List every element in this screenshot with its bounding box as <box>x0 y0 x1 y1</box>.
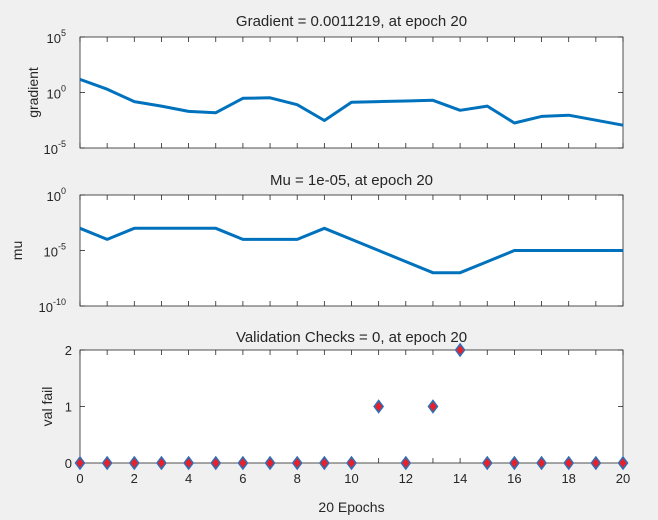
mu-series <box>79 226 623 275</box>
gradient-title: Gradient = 0.0011219, at epoch 20 <box>236 13 467 30</box>
x-tick-label: 14 <box>453 471 467 486</box>
data-point <box>210 455 222 471</box>
mu-ylabel: mu <box>9 241 25 260</box>
y-tick-label: 105 <box>47 28 66 46</box>
gradient-ylabel: gradient <box>25 67 41 118</box>
data-point <box>101 455 113 471</box>
mu-panel: Mu = 1e-05, at epoch 20 mu 10-10 10-5 100 <box>9 172 624 315</box>
x-tick-label: 18 <box>561 471 575 486</box>
data-point <box>74 455 86 471</box>
x-tick-label: 10 <box>344 471 358 486</box>
data-point <box>346 455 357 471</box>
gradient-series <box>79 77 624 127</box>
data-point <box>264 455 276 471</box>
gradient-panel: Gradient = 0.0011219, at epoch 20 gradie… <box>25 13 624 157</box>
val-xlabel: 20 Epochs <box>318 499 384 515</box>
data-point <box>617 455 629 471</box>
data-point <box>590 455 602 471</box>
val-series <box>74 342 629 471</box>
y-tick-label: 10-5 <box>44 139 66 157</box>
data-point <box>128 455 140 471</box>
gradient-ticks: 10-5 100 105 <box>44 28 624 157</box>
data-point <box>237 455 249 471</box>
x-tick-label: 4 <box>185 471 192 486</box>
data-point <box>291 455 303 471</box>
x-tick-label: 6 <box>239 471 246 486</box>
data-point <box>454 342 466 358</box>
x-tick-label: 0 <box>76 471 83 486</box>
y-tick-label: 100 <box>47 186 66 204</box>
data-point <box>156 455 167 471</box>
val-panel: Validation Checks = 0, at epoch 20 val f… <box>39 329 630 515</box>
y-tick-label: 2 <box>65 343 72 358</box>
data-point <box>318 455 330 471</box>
mu-title: Mu = 1e-05, at epoch 20 <box>270 172 433 189</box>
data-point <box>536 455 547 471</box>
y-tick-label: 1 <box>65 400 72 415</box>
val-ylabel: val fail <box>39 387 55 427</box>
x-tick-label: 12 <box>399 471 413 486</box>
x-tick-label: 20 <box>616 471 630 486</box>
data-point <box>183 455 195 471</box>
series-line <box>79 226 623 275</box>
y-tick-label: 0 <box>65 456 72 471</box>
data-point <box>508 455 520 471</box>
series-line <box>79 77 624 127</box>
val-title: Validation Checks = 0, at epoch 20 <box>236 329 467 346</box>
gradient-axes <box>79 36 624 149</box>
x-tick-label: 8 <box>294 471 301 486</box>
y-tick-label: 10-5 <box>44 242 66 260</box>
x-tick-label: 2 <box>131 471 138 486</box>
x-tick-label: 16 <box>507 471 521 486</box>
y-tick-label: 100 <box>47 84 66 102</box>
y-tick-label: 10-10 <box>39 297 66 315</box>
data-point <box>427 399 439 414</box>
data-point <box>400 455 412 471</box>
data-point <box>481 455 493 471</box>
val-axes <box>79 349 624 464</box>
data-point <box>373 399 385 414</box>
mu-ticks: 10-10 10-5 100 <box>39 186 624 315</box>
data-point <box>563 455 575 471</box>
